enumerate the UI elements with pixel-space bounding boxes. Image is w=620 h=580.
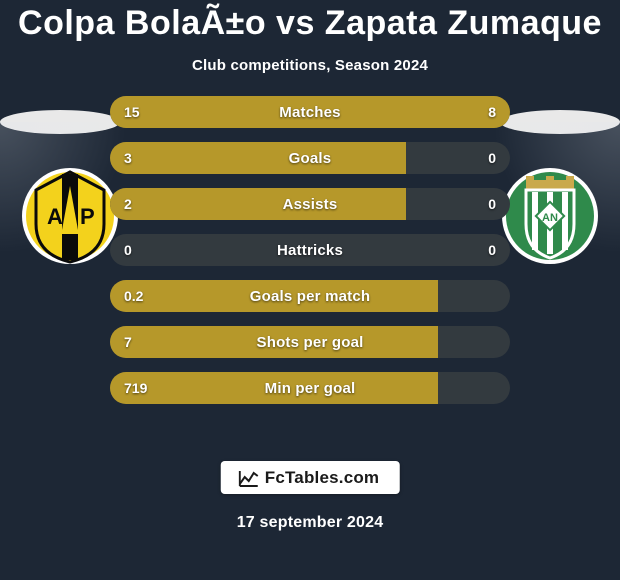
brand-text: FcTables.com: [265, 468, 380, 488]
brand-pill[interactable]: FcTables.com: [221, 461, 400, 494]
page-title: Colpa BolaÃ±o vs Zapata Zumaque: [18, 4, 602, 43]
svg-text:AN: AN: [542, 212, 558, 224]
stat-value-right: 0: [488, 196, 496, 212]
stat-value-left: 15: [124, 104, 140, 120]
stat-bar: 719 Min per goal: [110, 372, 510, 404]
stat-label: Assists: [283, 196, 338, 213]
stat-value-right: 0: [488, 242, 496, 258]
stat-label: Goals: [289, 150, 332, 167]
stat-label: Shots per goal: [257, 334, 364, 351]
stat-value-left: 3: [124, 150, 132, 166]
stat-label: Min per goal: [265, 380, 356, 397]
stat-bar: 2 0 Assists: [110, 188, 510, 220]
svg-text:A: A: [47, 204, 63, 229]
stat-label: Hattricks: [277, 242, 343, 259]
stat-bar-fill-left: [110, 142, 406, 174]
stat-bar: 7 Shots per goal: [110, 326, 510, 358]
svg-text:P: P: [80, 204, 95, 229]
stat-value-left: 2: [124, 196, 132, 212]
stat-bar: 0 0 Hattricks: [110, 234, 510, 266]
stat-value-right: 8: [488, 104, 496, 120]
stat-label: Matches: [279, 104, 340, 121]
stat-value-left: 0.2: [124, 288, 143, 304]
crest-left-svg: A P: [20, 166, 120, 266]
brand-chart-icon: [239, 469, 259, 487]
stat-value-left: 7: [124, 334, 132, 350]
stat-value-right: 0: [488, 150, 496, 166]
comparison-card: Colpa BolaÃ±o vs Zapata Zumaque Club com…: [0, 0, 620, 580]
stat-bar-fill-left: [110, 188, 406, 220]
crest-right: AN: [500, 166, 600, 266]
stat-bars: 15 8 Matches 3 0 Goals 2 0 Assists 0 0 Hattricks 0.2…: [110, 96, 510, 404]
crest-left: A P: [20, 166, 120, 266]
crest-right-svg: AN: [500, 166, 600, 266]
comparison-arena: A P AN: [0, 96, 620, 580]
stat-bar: 0.2 Goals per match: [110, 280, 510, 312]
stat-bar: 15 8 Matches: [110, 96, 510, 128]
stat-bar: 3 0 Goals: [110, 142, 510, 174]
page-subtitle: Club competitions, Season 2024: [192, 57, 428, 74]
spotlight-right: [500, 110, 620, 134]
stat-label: Goals per match: [250, 288, 371, 305]
stat-value-left: 0: [124, 242, 132, 258]
stat-value-left: 719: [124, 380, 147, 396]
date-text: 17 september 2024: [237, 514, 384, 532]
spotlight-left: [0, 110, 120, 134]
